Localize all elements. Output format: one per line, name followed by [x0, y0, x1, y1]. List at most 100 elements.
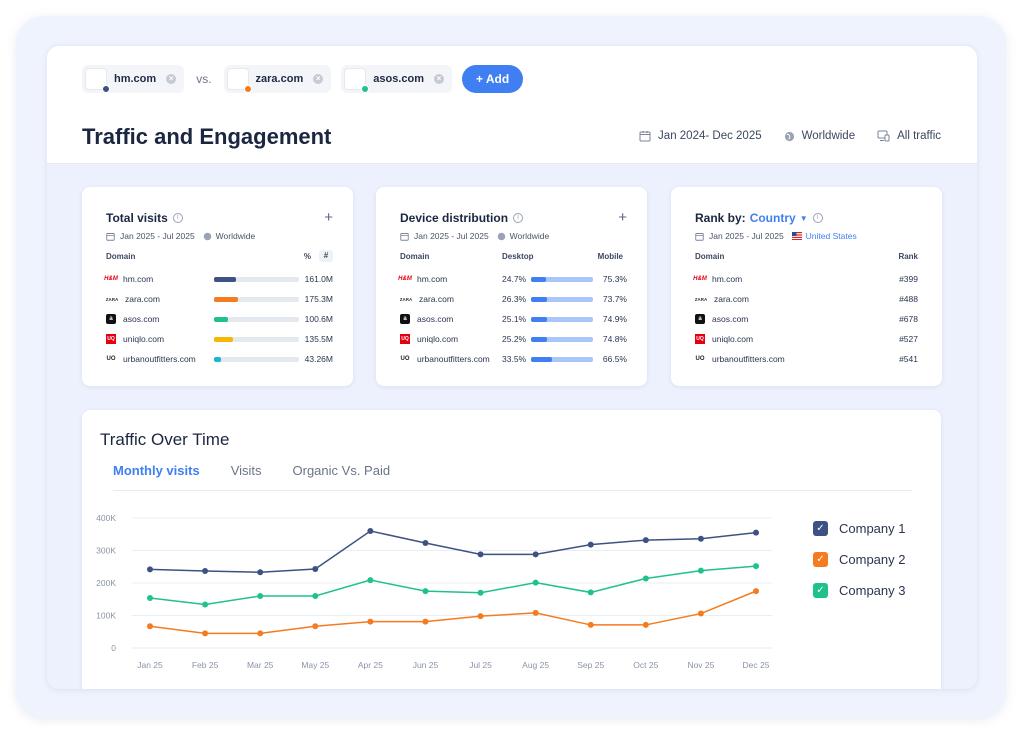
data-point: [642, 537, 649, 544]
region-text: Worldwide: [215, 231, 256, 241]
table-row[interactable]: H&M hm.com 161.0M: [104, 269, 333, 289]
x-tick-label: Dec 25: [743, 660, 770, 670]
table-row[interactable]: ZARA zara.com #488: [695, 289, 918, 309]
legend-item-2[interactable]: ✓ Company 2: [813, 544, 905, 575]
legend-label: Company 2: [839, 552, 906, 567]
col-head-percent[interactable]: %: [303, 252, 311, 261]
checkbox-checked-icon[interactable]: ✓: [813, 521, 828, 536]
legend-item-1[interactable]: ✓ Company 1: [813, 513, 905, 544]
desktop-value: 26.3%: [502, 294, 527, 304]
traffic-over-time-card: Traffic Over Time Monthly visits Visits Or…: [82, 410, 941, 689]
vs-label: vs.: [196, 72, 212, 86]
device-split-bar: [531, 356, 593, 362]
mobile-value: 66.5%: [602, 354, 627, 364]
x-tick-label: Jun 25: [413, 660, 439, 670]
visits-value: 161.0M: [304, 274, 333, 284]
globe-icon: [203, 232, 211, 240]
table-row[interactable]: UO urbanoutfitters.com 33.5% 66.5%: [400, 349, 628, 369]
device-distribution-card: Device distribution i + Jan 2025 - Jul 2…: [376, 187, 647, 386]
rank-dimension-dropdown[interactable]: Country: [749, 211, 796, 225]
share-bar: [214, 276, 299, 282]
col-head-domain: Domain: [695, 252, 725, 261]
data-point: [422, 618, 429, 625]
checkbox-checked-icon[interactable]: ✓: [813, 583, 828, 598]
chip-label: hm.com: [114, 73, 157, 85]
x-tick-label: Feb 25: [192, 660, 219, 670]
y-tick-label: 300K: [96, 546, 116, 556]
data-point: [202, 601, 209, 608]
table-row[interactable]: UQ uniqlo.com #527: [695, 329, 918, 349]
share-bar-fill: [214, 316, 228, 322]
traffic-line-chart: 400K 300K 200K 100K 0 Jan 25 Feb 25 Mar 25 May 2…: [96, 513, 772, 670]
date-range-filter[interactable]: Jan 2024- Dec 2025: [639, 130, 762, 142]
table-row[interactable]: ZARA zara.com 175.3M: [106, 289, 333, 309]
caret-down-icon[interactable]: ▼: [799, 213, 808, 223]
date-range-text: Jan 2025 - Jul 2025: [709, 231, 784, 241]
table-row[interactable]: UQ uniqlo.com 135.5M: [106, 329, 333, 349]
info-icon[interactable]: i: [812, 213, 823, 223]
calendar-icon: [695, 232, 704, 241]
total-visits-card: Total visits i + Jan 2025 - Jul 2025 Wor…: [82, 187, 353, 386]
domain-logo-icon: ZARA: [399, 296, 413, 302]
traffic-type-filter[interactable]: All traffic: [877, 130, 941, 142]
checkbox-checked-icon[interactable]: ✓: [813, 552, 828, 567]
table-row[interactable]: ZARA zara.com 26.3% 73.7%: [400, 289, 627, 309]
y-tick-label: 200K: [96, 578, 116, 588]
domain-name: urbanoutfitters.com: [712, 354, 785, 364]
table-row[interactable]: UO urbanoutfitters.com #541: [695, 349, 919, 369]
data-point: [367, 577, 374, 584]
competitor-chip-3[interactable]: asos.com ×: [341, 65, 452, 93]
table-row[interactable]: H&M hm.com 24.7% 75.3%: [398, 269, 627, 289]
domain-logo-icon: ZARA: [694, 296, 708, 302]
date-range-text: Jan 2025 - Jul 2025: [414, 231, 489, 241]
device-distribution-rows: H&M hm.com 24.7% 75.3% ZARA zara.com 26.3% 73.7…: [398, 269, 628, 369]
table-row[interactable]: H&M hm.com #399: [693, 269, 918, 289]
table-row[interactable]: a asos.com 25.1% 74.9%: [400, 309, 627, 329]
table-row[interactable]: a asos.com 100.6M: [106, 309, 333, 329]
tab-monthly-visits[interactable]: Monthly visits: [113, 463, 200, 478]
card-title: Device distribution i: [400, 211, 524, 225]
chart-legend: ✓ Company 1 ✓ Company 2 ✓ Company 3: [813, 513, 905, 606]
share-bar-fill: [214, 336, 233, 342]
domain-name: hm.com: [417, 274, 448, 284]
data-point: [257, 569, 264, 576]
x-tick-label: Mar 25: [247, 660, 274, 670]
col-head-rank: Rank: [898, 252, 918, 261]
tab-visits[interactable]: Visits: [230, 463, 262, 478]
col-head-number[interactable]: #: [319, 250, 333, 262]
close-icon[interactable]: ×: [433, 74, 444, 84]
info-icon[interactable]: i: [513, 213, 524, 223]
data-point: [587, 589, 594, 596]
card-title-text: Rank by:: [695, 211, 746, 225]
calendar-icon: [106, 232, 115, 241]
table-row[interactable]: UQ uniqlo.com 25.2% 74.8%: [400, 329, 627, 349]
plus-icon[interactable]: +: [618, 209, 627, 226]
domain-logo-icon: UO: [695, 356, 705, 362]
country-link[interactable]: United States: [805, 231, 857, 241]
section-title: Traffic Over Time: [100, 430, 230, 449]
region-group: Worldwide: [203, 231, 256, 241]
tab-organic-vs-paid[interactable]: Organic Vs. Paid: [292, 463, 391, 478]
series-line-2: [149, 590, 757, 635]
legend-item-3[interactable]: ✓ Company 3: [813, 575, 905, 606]
table-row[interactable]: a asos.com #678: [695, 309, 918, 329]
total-visits-rows: H&M hm.com 161.0M ZARA zara.com 175.3M a asos.c…: [104, 269, 334, 369]
region-filter[interactable]: Worldwide: [784, 130, 855, 142]
add-competitor-button[interactable]: + Add: [461, 65, 524, 93]
y-tick-label: 0: [111, 643, 116, 653]
domain-logo-icon: UQ: [695, 334, 705, 344]
domain-logo-icon: H&M: [398, 276, 412, 282]
close-icon[interactable]: ×: [166, 74, 177, 84]
data-point: [642, 621, 649, 628]
competitor-chip-1[interactable]: hm.com ×: [82, 65, 185, 93]
domain-name: uniqlo.com: [712, 334, 754, 344]
competitor-chip-2[interactable]: zara.com ×: [223, 65, 332, 93]
us-flag-icon: [791, 232, 802, 240]
data-point: [367, 618, 374, 625]
data-point: [697, 610, 704, 617]
info-icon[interactable]: i: [172, 213, 183, 223]
close-icon[interactable]: ×: [313, 74, 324, 84]
plus-icon[interactable]: +: [324, 209, 333, 226]
table-row[interactable]: UO urbanoutfitters.com 43.26M: [106, 349, 334, 369]
domain-logo-icon: H&M: [693, 276, 707, 282]
